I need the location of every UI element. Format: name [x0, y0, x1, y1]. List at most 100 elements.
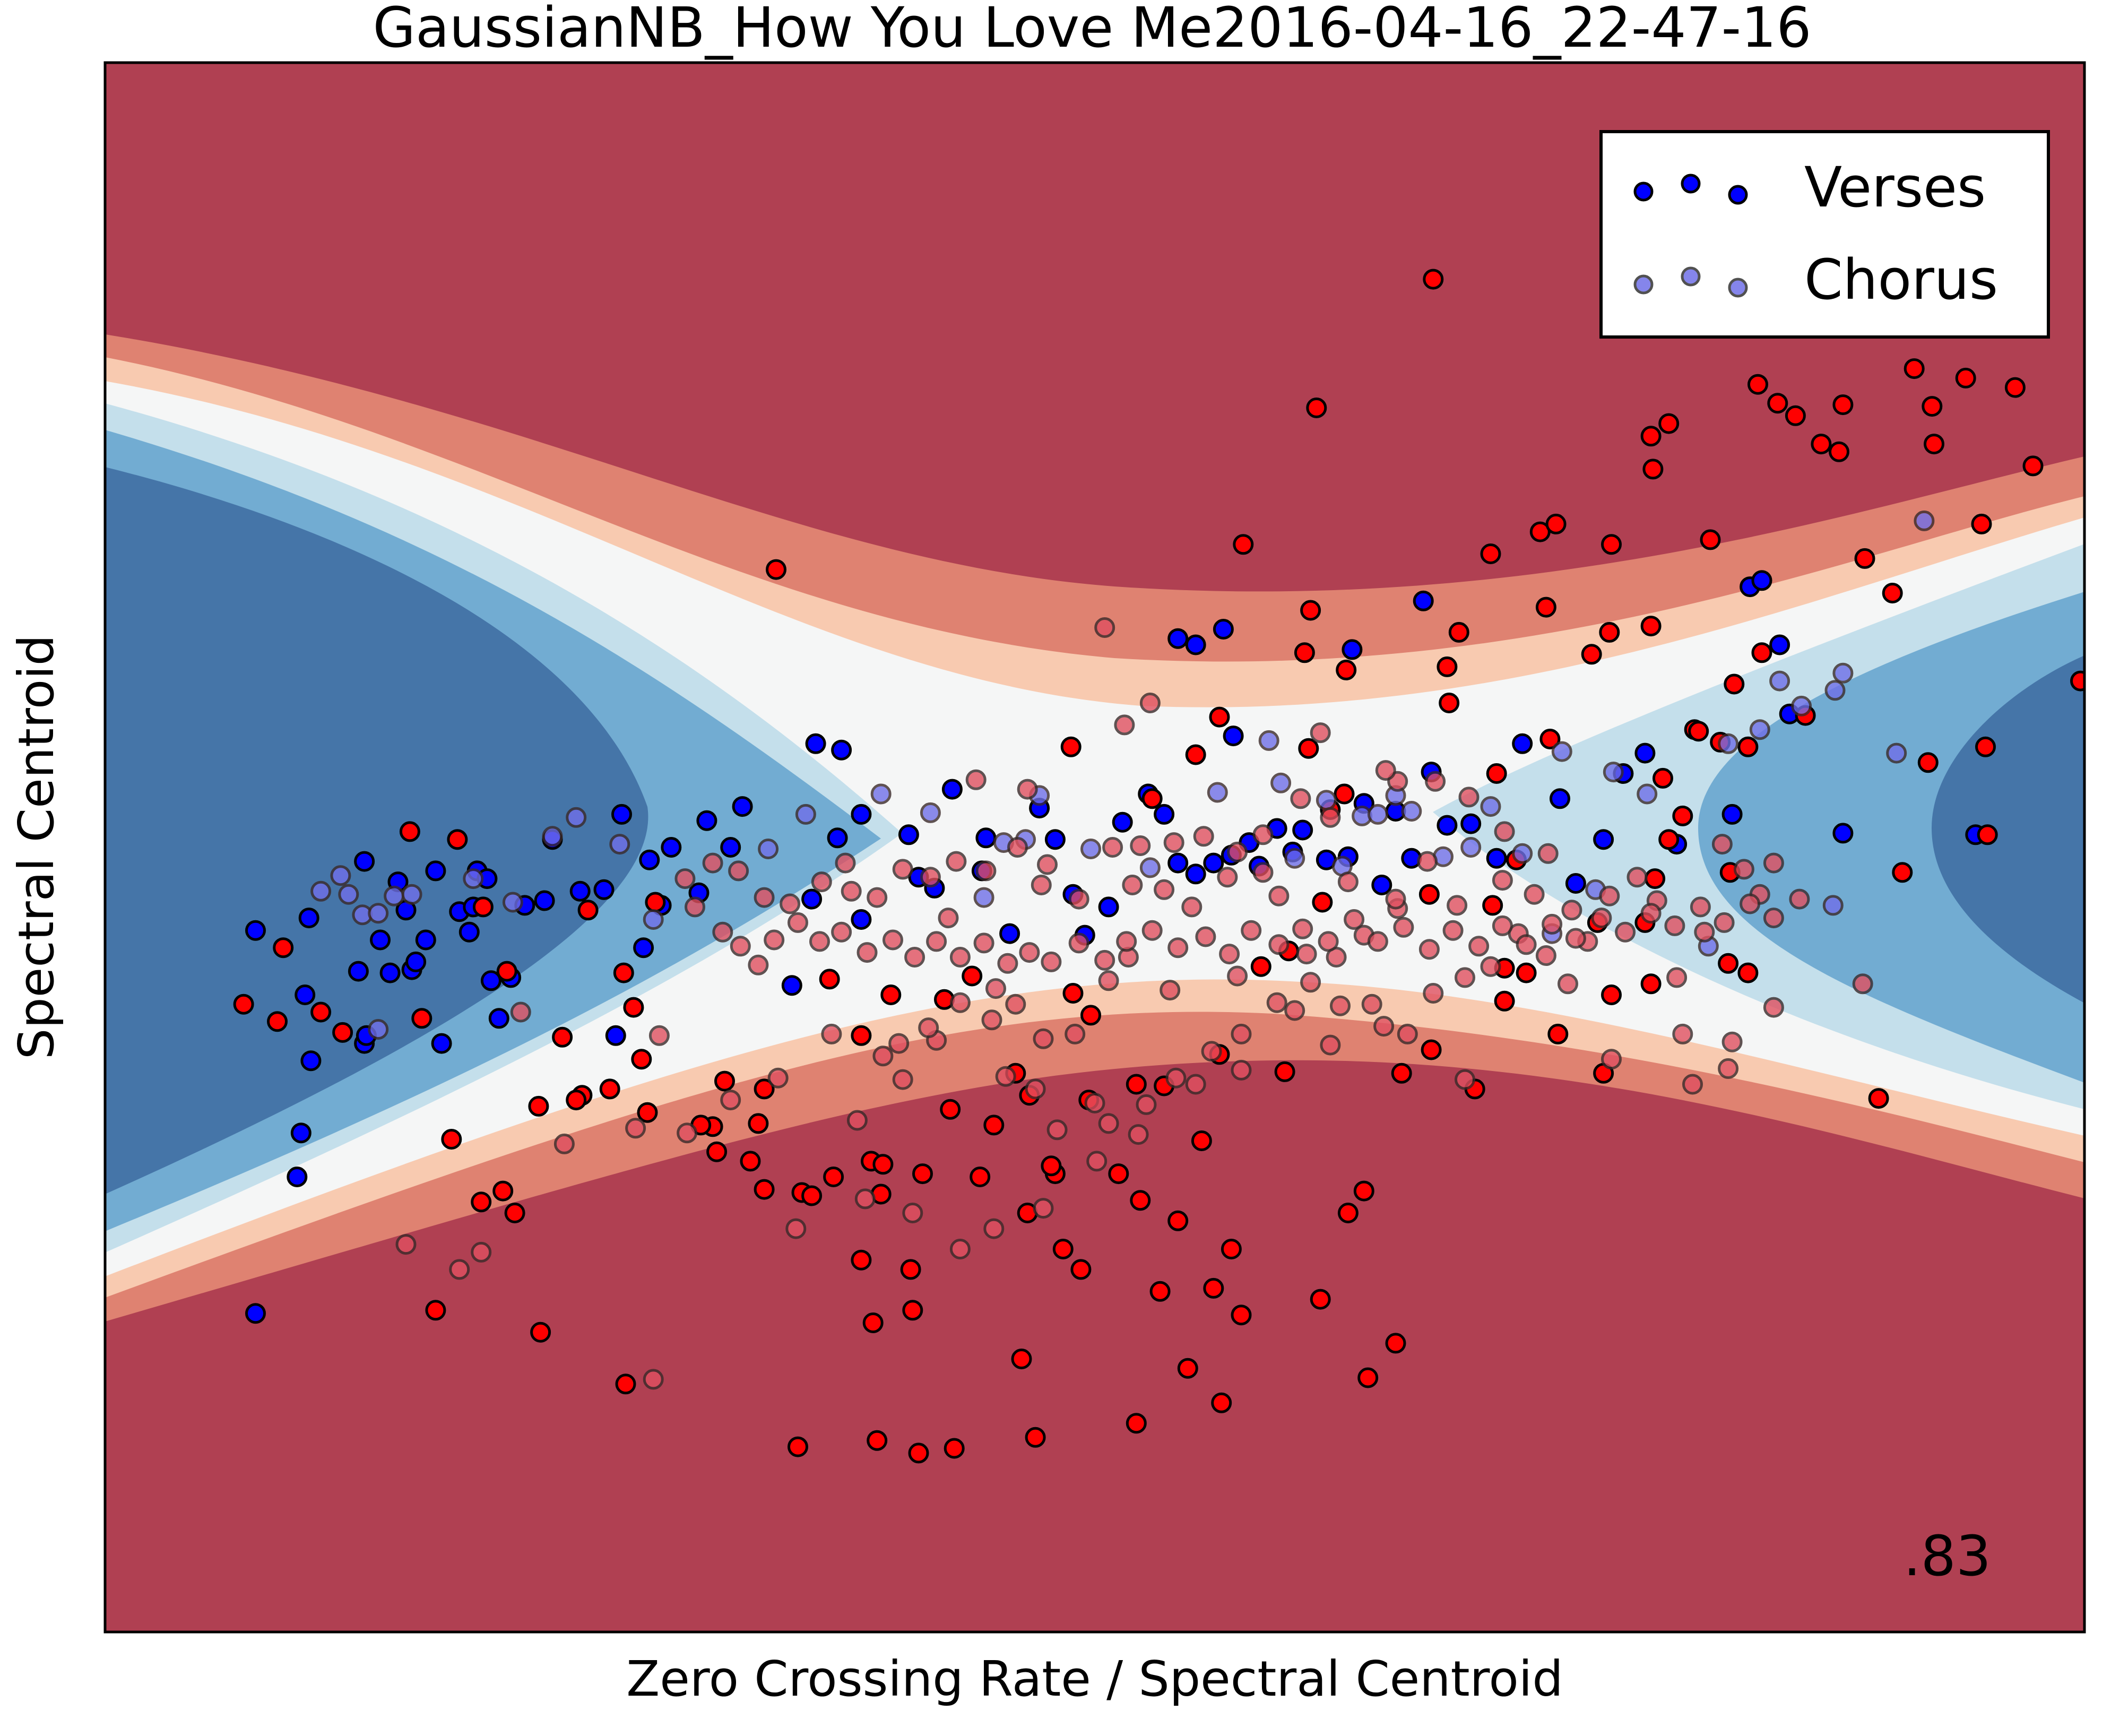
point-chorus-class-b-47 [643, 1369, 664, 1390]
point-verses-class-b-46 [851, 1025, 872, 1046]
point-chorus-class-b-114 [1268, 885, 1290, 906]
point-verses-class-b-64 [310, 1001, 332, 1023]
point-chorus-class-b-175 [1664, 915, 1685, 936]
point-verses-class-b-12 [1640, 426, 1662, 447]
point-verses-class-b-91 [1203, 1277, 1224, 1299]
point-chorus-class-b-129 [811, 871, 832, 893]
point-verses-class-a-67 [1203, 852, 1224, 874]
point-chorus-class-b-143 [883, 929, 903, 951]
point-verses-class-b-14 [1700, 529, 1721, 550]
point-verses-class-b-118 [1231, 1305, 1252, 1326]
point-verses-class-a-53 [941, 779, 963, 800]
point-verses-class-b-7 [1486, 763, 1507, 784]
point-chorus-class-b-16 [1423, 983, 1444, 1004]
point-chorus-class-b-123 [975, 860, 997, 882]
point-chorus-class-b-95 [1181, 896, 1202, 918]
point-chorus-class-a-49 [1914, 510, 1935, 531]
point-verses-class-b-134 [1737, 962, 1759, 983]
point-verses-class-b-57 [472, 896, 494, 918]
point-verses-class-a-41 [720, 837, 741, 858]
point-chorus-class-b-38 [1185, 1074, 1206, 1095]
point-chorus-class-b-53 [677, 1122, 698, 1144]
point-chorus-class-b-117 [1193, 826, 1214, 847]
point-verses-class-a-85 [1550, 788, 1570, 809]
point-chorus-class-b-130 [780, 893, 801, 914]
point-verses-class-a-73 [1292, 819, 1313, 841]
point-chorus-class-b-160 [1292, 918, 1313, 939]
point-verses-class-a-49 [851, 804, 872, 825]
point-verses-class-a-32 [593, 879, 615, 900]
point-chorus-class-b-0 [510, 1001, 531, 1023]
point-chorus-class-b-64 [1084, 1093, 1105, 1113]
point-verses-class-a-1 [295, 984, 316, 1005]
point-chorus-class-b-170 [1542, 913, 1563, 935]
plot-frame [103, 61, 2086, 1634]
point-chorus-class-b-120 [1102, 837, 1123, 858]
point-verses-class-b-47 [819, 969, 840, 990]
point-chorus-class-b-83 [1763, 852, 1784, 874]
point-chorus-class-b-80 [1626, 867, 1648, 888]
point-chorus-class-b-106 [872, 1046, 894, 1067]
point-verses-class-b-161 [1640, 616, 1662, 637]
point-verses-class-a-11 [370, 929, 391, 951]
point-verses-class-a-77 [1371, 875, 1392, 895]
point-chorus-class-b-127 [867, 887, 888, 908]
point-verses-class-b-140 [1955, 367, 1976, 388]
point-chorus-class-a-9 [502, 892, 523, 913]
point-verses-class-b-158 [1672, 805, 1693, 826]
point-verses-class-b-53 [528, 1095, 549, 1117]
point-chorus-class-b-56 [821, 1023, 842, 1044]
point-verses-class-a-91 [1721, 804, 1743, 825]
point-verses-class-b-60 [332, 1022, 353, 1043]
point-verses-class-b-35 [1191, 1130, 1212, 1151]
point-chorus-class-b-163 [1367, 931, 1388, 952]
score-label: .83 [1904, 1524, 1991, 1588]
point-chorus-class-a-23 [1139, 857, 1161, 878]
point-verses-class-a-19 [431, 1033, 452, 1054]
point-chorus-class-b-5 [965, 769, 987, 790]
point-verses-class-b-1 [1060, 736, 1082, 757]
point-chorus-class-a-15 [795, 804, 816, 825]
contour-white [105, 381, 2084, 1276]
point-verses-class-b-109 [706, 1141, 728, 1162]
point-chorus-class-b-55 [767, 1067, 789, 1089]
point-verses-class-b-170 [1448, 621, 1469, 643]
point-chorus-class-b-174 [1640, 903, 1662, 924]
point-chorus-class-b-3 [835, 852, 856, 874]
point-verses-class-b-115 [1011, 1349, 1032, 1369]
point-verses-class-b-144 [1747, 374, 1768, 395]
point-chorus-class-b-25 [1682, 1074, 1703, 1095]
point-verses-class-b-51 [645, 892, 666, 913]
point-chorus-class-b-102 [985, 978, 1006, 999]
point-chorus-class-b-10 [1160, 980, 1181, 1001]
point-chorus-class-b-161 [1318, 931, 1339, 952]
point-chorus-class-b-122 [1007, 837, 1028, 858]
point-verses-class-b-157 [1658, 829, 1680, 850]
point-verses-class-b-61 [267, 1011, 288, 1032]
point-chorus-class-a-25 [1258, 730, 1279, 751]
point-verses-class-b-89 [1130, 1190, 1151, 1211]
point-chorus-class-b-107 [1114, 714, 1135, 736]
point-chorus-class-b-150 [1041, 951, 1062, 972]
point-verses-class-b-90 [1167, 1210, 1189, 1231]
point-chorus-class-b-66 [1128, 1124, 1149, 1145]
point-chorus-class-b-111 [1425, 771, 1446, 792]
point-verses-class-b-156 [1653, 767, 1673, 789]
point-verses-class-a-45 [805, 733, 826, 754]
point-chorus-class-b-8 [1068, 888, 1089, 910]
point-chorus-class-b-158 [1241, 920, 1262, 941]
point-verses-class-a-94 [1769, 634, 1790, 655]
point-chorus-class-b-92 [1290, 788, 1311, 809]
point-verses-class-a-98 [1213, 619, 1234, 640]
point-chorus-class-b-46 [785, 1218, 807, 1239]
point-chorus-class-a-26 [1270, 772, 1292, 793]
point-verses-class-b-105 [504, 1203, 525, 1223]
point-chorus-class-b-109 [1094, 617, 1115, 638]
point-chorus-class-b-164 [1393, 917, 1414, 938]
point-chorus-class-b-180 [1789, 888, 1810, 910]
point-verses-class-b-99 [867, 1430, 888, 1451]
point-chorus-class-b-137 [730, 936, 751, 957]
point-chorus-class-b-36 [1284, 1000, 1305, 1021]
point-verses-class-b-169 [1535, 597, 1556, 618]
point-verses-class-b-150 [2070, 670, 2084, 692]
